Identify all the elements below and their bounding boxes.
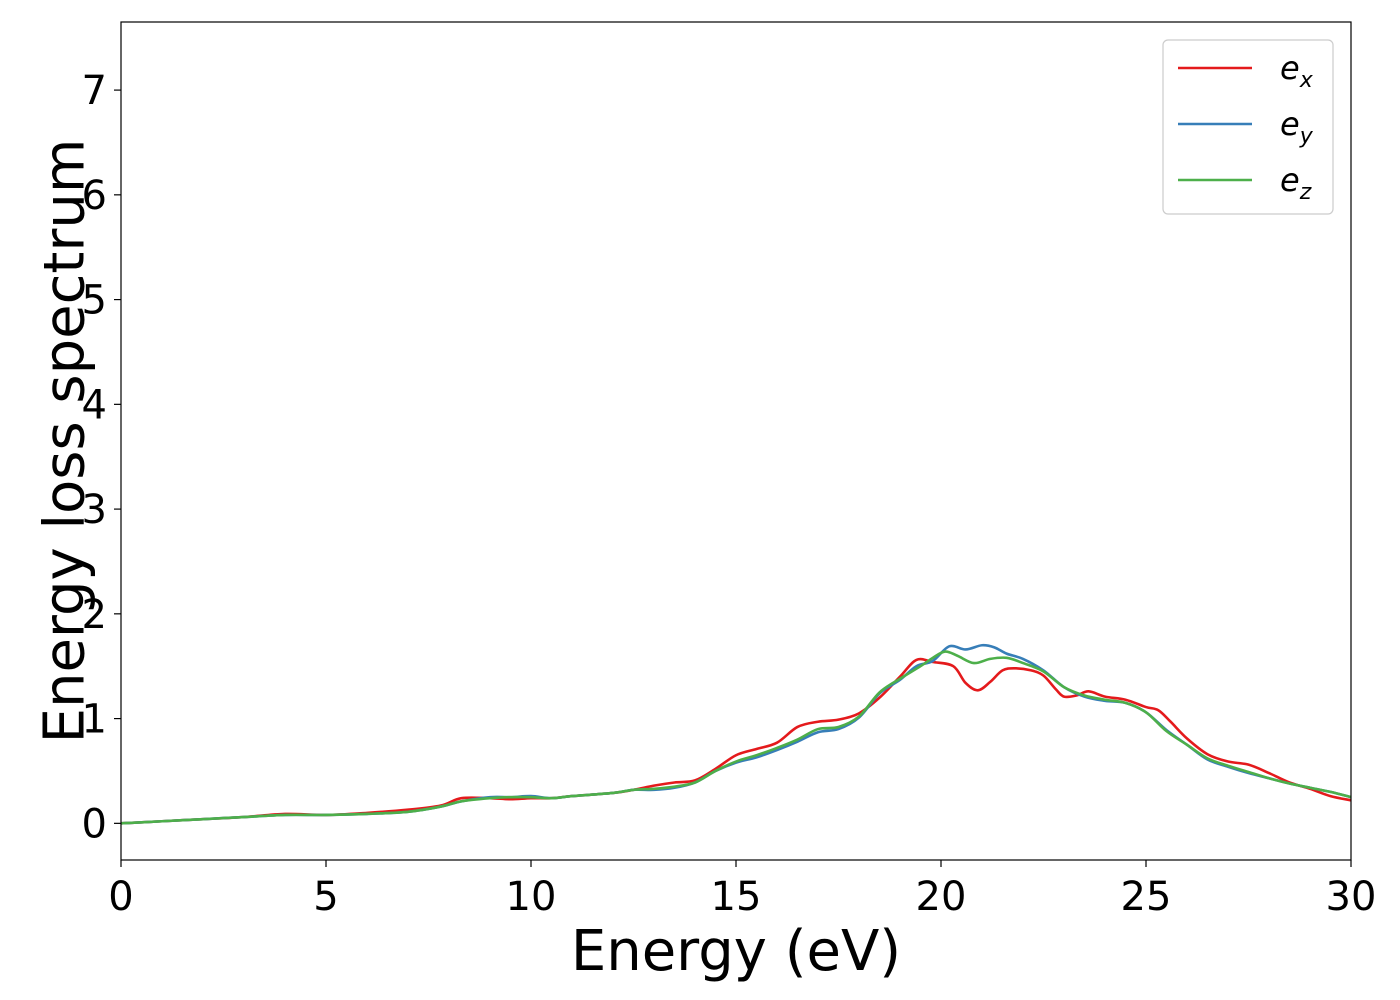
y-tick-label: 3	[82, 487, 107, 533]
y-tick-label: 6	[82, 173, 107, 219]
x-tick-label: 5	[313, 874, 338, 920]
legend-label-y: ey	[1280, 105, 1314, 149]
y-tick-label: 7	[82, 68, 107, 114]
series-lines	[120, 643, 1352, 825]
legend: ex ey ez	[1162, 39, 1334, 215]
legend-label-x: ex	[1280, 49, 1314, 93]
series-line-z	[120, 650, 1352, 825]
legend-box	[1162, 39, 1334, 215]
x-tick-label: 25	[1121, 874, 1172, 920]
y-tick-label: 1	[82, 697, 107, 743]
y-tick-label: 2	[82, 592, 107, 638]
series-line-x	[120, 657, 1352, 825]
y-tick-label: 5	[82, 278, 107, 324]
x-tick-label: 20	[916, 874, 967, 920]
x-axis-title: Energy (eV)	[571, 919, 901, 984]
x-axis: 0 5 10 15 20 25 30	[108, 860, 1376, 920]
x-tick-label: 0	[108, 874, 133, 920]
y-axis: 0 1 2 3 4 5 6 7	[82, 68, 121, 847]
x-tick-label: 30	[1326, 874, 1377, 920]
x-tick-label: 10	[506, 874, 557, 920]
legend-label-z: ez	[1280, 161, 1312, 205]
series-line-y	[120, 643, 1352, 825]
y-tick-label: 4	[82, 382, 107, 428]
x-tick-label: 15	[711, 874, 762, 920]
y-axis-title: Energy loss spectrum	[33, 139, 98, 744]
y-tick-label: 0	[82, 801, 107, 847]
